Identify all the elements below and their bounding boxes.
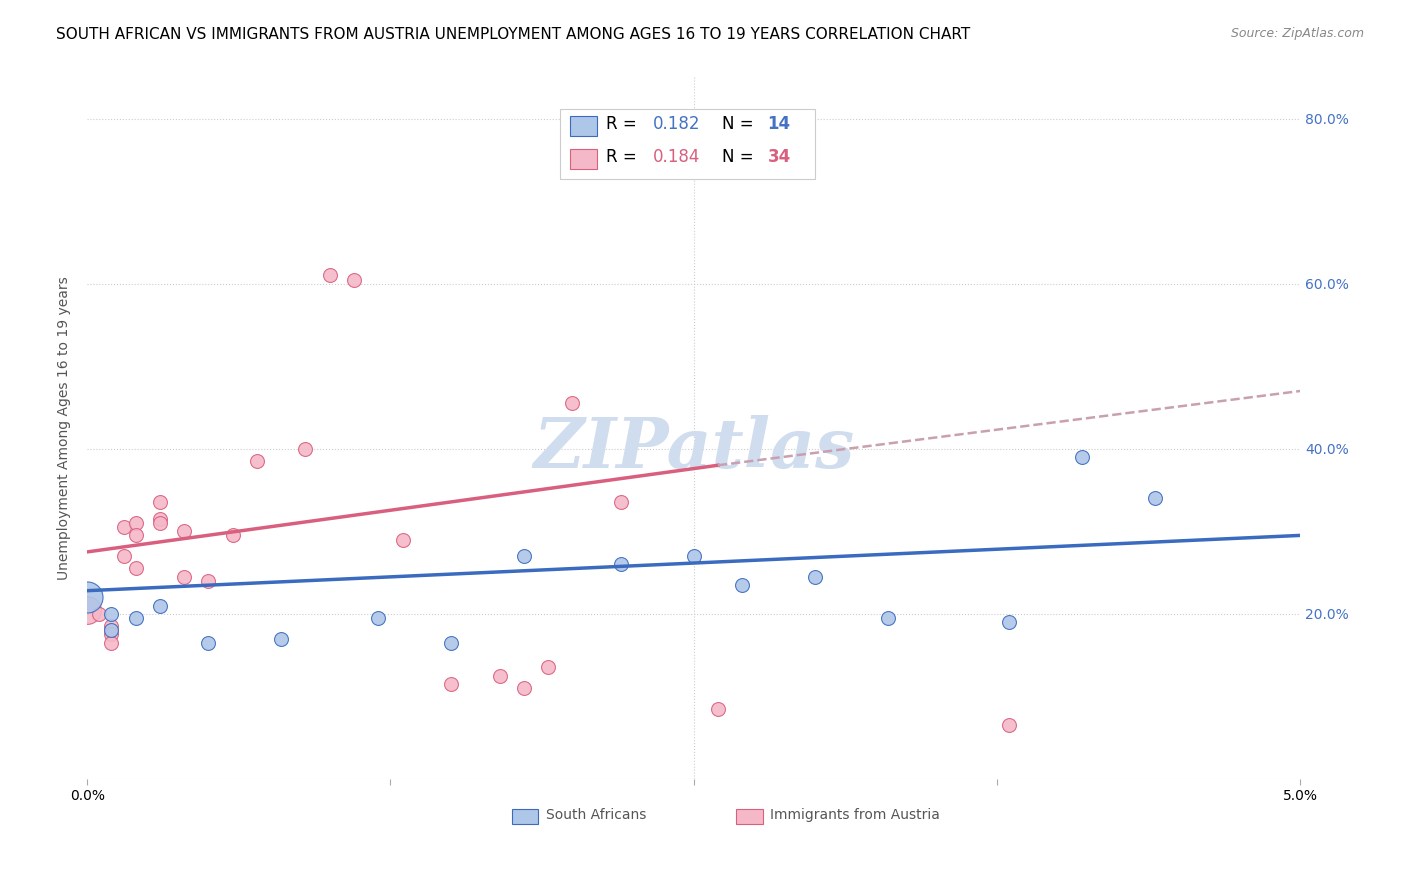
Text: ZIPatlas: ZIPatlas <box>533 416 855 483</box>
Point <box>513 681 536 695</box>
Point <box>876 611 898 625</box>
Point <box>100 607 122 621</box>
Point <box>124 516 146 530</box>
Point <box>124 611 146 625</box>
Point <box>440 635 463 649</box>
Point <box>998 718 1021 732</box>
Point <box>682 549 704 563</box>
Bar <box>569 116 596 136</box>
Text: N =: N = <box>721 147 758 166</box>
Point <box>149 512 172 526</box>
Text: R =: R = <box>606 114 643 133</box>
Point <box>100 619 122 633</box>
Text: N =: N = <box>721 114 758 133</box>
Bar <box>737 809 763 824</box>
Point <box>561 396 583 410</box>
Point <box>149 495 172 509</box>
Point <box>100 627 122 641</box>
Point <box>149 516 172 530</box>
Text: 0.182: 0.182 <box>652 114 700 133</box>
Bar <box>512 809 538 824</box>
Point <box>76 591 98 605</box>
Text: SOUTH AFRICAN VS IMMIGRANTS FROM AUSTRIA UNEMPLOYMENT AMONG AGES 16 TO 19 YEARS : SOUTH AFRICAN VS IMMIGRANTS FROM AUSTRIA… <box>56 27 970 42</box>
Point <box>222 528 245 542</box>
Text: South Africans: South Africans <box>546 808 645 822</box>
Bar <box>569 149 596 169</box>
Point <box>197 635 219 649</box>
Text: Source: ZipAtlas.com: Source: ZipAtlas.com <box>1230 27 1364 40</box>
Point <box>998 615 1021 629</box>
Point <box>731 578 754 592</box>
Text: 14: 14 <box>768 114 790 133</box>
Point <box>173 524 195 539</box>
Point <box>367 611 389 625</box>
Text: R =: R = <box>606 147 643 166</box>
Point <box>343 272 366 286</box>
Point <box>391 533 413 547</box>
Point <box>804 569 827 583</box>
Point <box>440 677 463 691</box>
Point <box>246 454 269 468</box>
Point <box>197 574 219 588</box>
Point <box>173 569 195 583</box>
Point <box>707 702 730 716</box>
Point <box>76 602 98 616</box>
Point <box>270 632 292 646</box>
Point <box>294 442 316 456</box>
Point <box>319 268 342 283</box>
Point <box>149 599 172 613</box>
Point <box>112 549 135 563</box>
Text: 0.184: 0.184 <box>652 147 700 166</box>
Point <box>89 607 111 621</box>
Point <box>513 549 536 563</box>
Point <box>488 668 510 682</box>
Y-axis label: Unemployment Among Ages 16 to 19 years: Unemployment Among Ages 16 to 19 years <box>58 277 72 580</box>
Text: Immigrants from Austria: Immigrants from Austria <box>770 808 939 822</box>
Point <box>1143 491 1166 506</box>
Text: 34: 34 <box>768 147 790 166</box>
Point <box>610 558 633 572</box>
Point <box>537 660 560 674</box>
Point <box>100 635 122 649</box>
Point <box>112 520 135 534</box>
Point <box>610 495 633 509</box>
Point <box>100 624 122 638</box>
Point <box>124 528 146 542</box>
FancyBboxPatch shape <box>560 109 815 179</box>
Point <box>124 561 146 575</box>
Point <box>1070 450 1092 464</box>
